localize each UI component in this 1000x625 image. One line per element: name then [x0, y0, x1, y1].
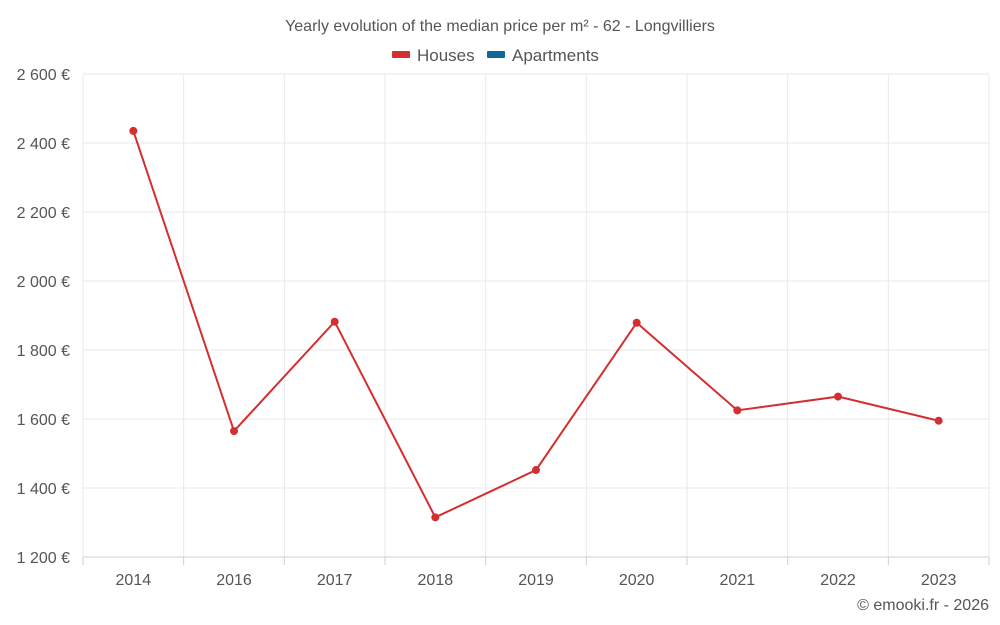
x-tick-label: 2014: [116, 572, 152, 589]
series-layer: [129, 126, 943, 522]
y-tick-label: 2 000 €: [17, 274, 70, 291]
data-point-houses[interactable]: [632, 318, 641, 327]
series-line-houses: [132, 130, 939, 519]
x-tick-label: 2018: [418, 572, 454, 589]
x-tick-label: 2016: [216, 572, 252, 589]
data-point-houses[interactable]: [532, 466, 540, 475]
data-point-houses[interactable]: [129, 126, 138, 135]
y-tick-label: 2 600 €: [17, 67, 70, 84]
x-tick-label: 2017: [317, 572, 353, 589]
legend[interactable]: Houses Apartments: [392, 46, 599, 65]
data-point-houses[interactable]: [934, 416, 943, 425]
y-tick-label: 1 800 €: [17, 343, 70, 360]
x-tick-label: 2019: [518, 572, 554, 589]
y-tick-label: 2 200 €: [17, 205, 70, 222]
legend-swatch-houses[interactable]: [392, 51, 410, 58]
legend-swatch-apartments[interactable]: [487, 51, 505, 58]
x-tick-label: 2020: [619, 572, 655, 589]
x-axis-ticks: 2014 2016 2017 2018 2019 2020 2021 2022 2023: [116, 572, 957, 589]
axis-layer: [82, 556, 990, 565]
legend-label-houses[interactable]: Houses: [417, 46, 475, 65]
y-tick-label: 2 400 €: [17, 136, 70, 153]
y-tick-label: 1 600 €: [17, 412, 70, 429]
chart-title: Yearly evolution of the median price per…: [285, 18, 715, 35]
y-axis-ticks: 1 200 € 1 400 € 1 600 € 1 800 € 2 000 € 2 200…: [17, 67, 70, 567]
y-tick-label: 1 400 €: [17, 481, 70, 498]
x-tick-label: 2023: [921, 572, 957, 589]
data-point-houses[interactable]: [834, 392, 842, 401]
x-tick-label: 2021: [720, 572, 756, 589]
data-point-houses[interactable]: [230, 427, 238, 436]
y-tick-label: 1 200 €: [17, 550, 70, 567]
legend-label-apartments[interactable]: Apartments: [512, 46, 599, 65]
x-tick-label: 2022: [820, 572, 856, 589]
grid-layer: [82, 73, 990, 557]
credit-text[interactable]: © emooki.fr - 2026: [857, 597, 989, 614]
data-point-houses[interactable]: [330, 317, 339, 326]
data-point-houses[interactable]: [431, 513, 440, 522]
data-point-houses[interactable]: [733, 406, 742, 415]
